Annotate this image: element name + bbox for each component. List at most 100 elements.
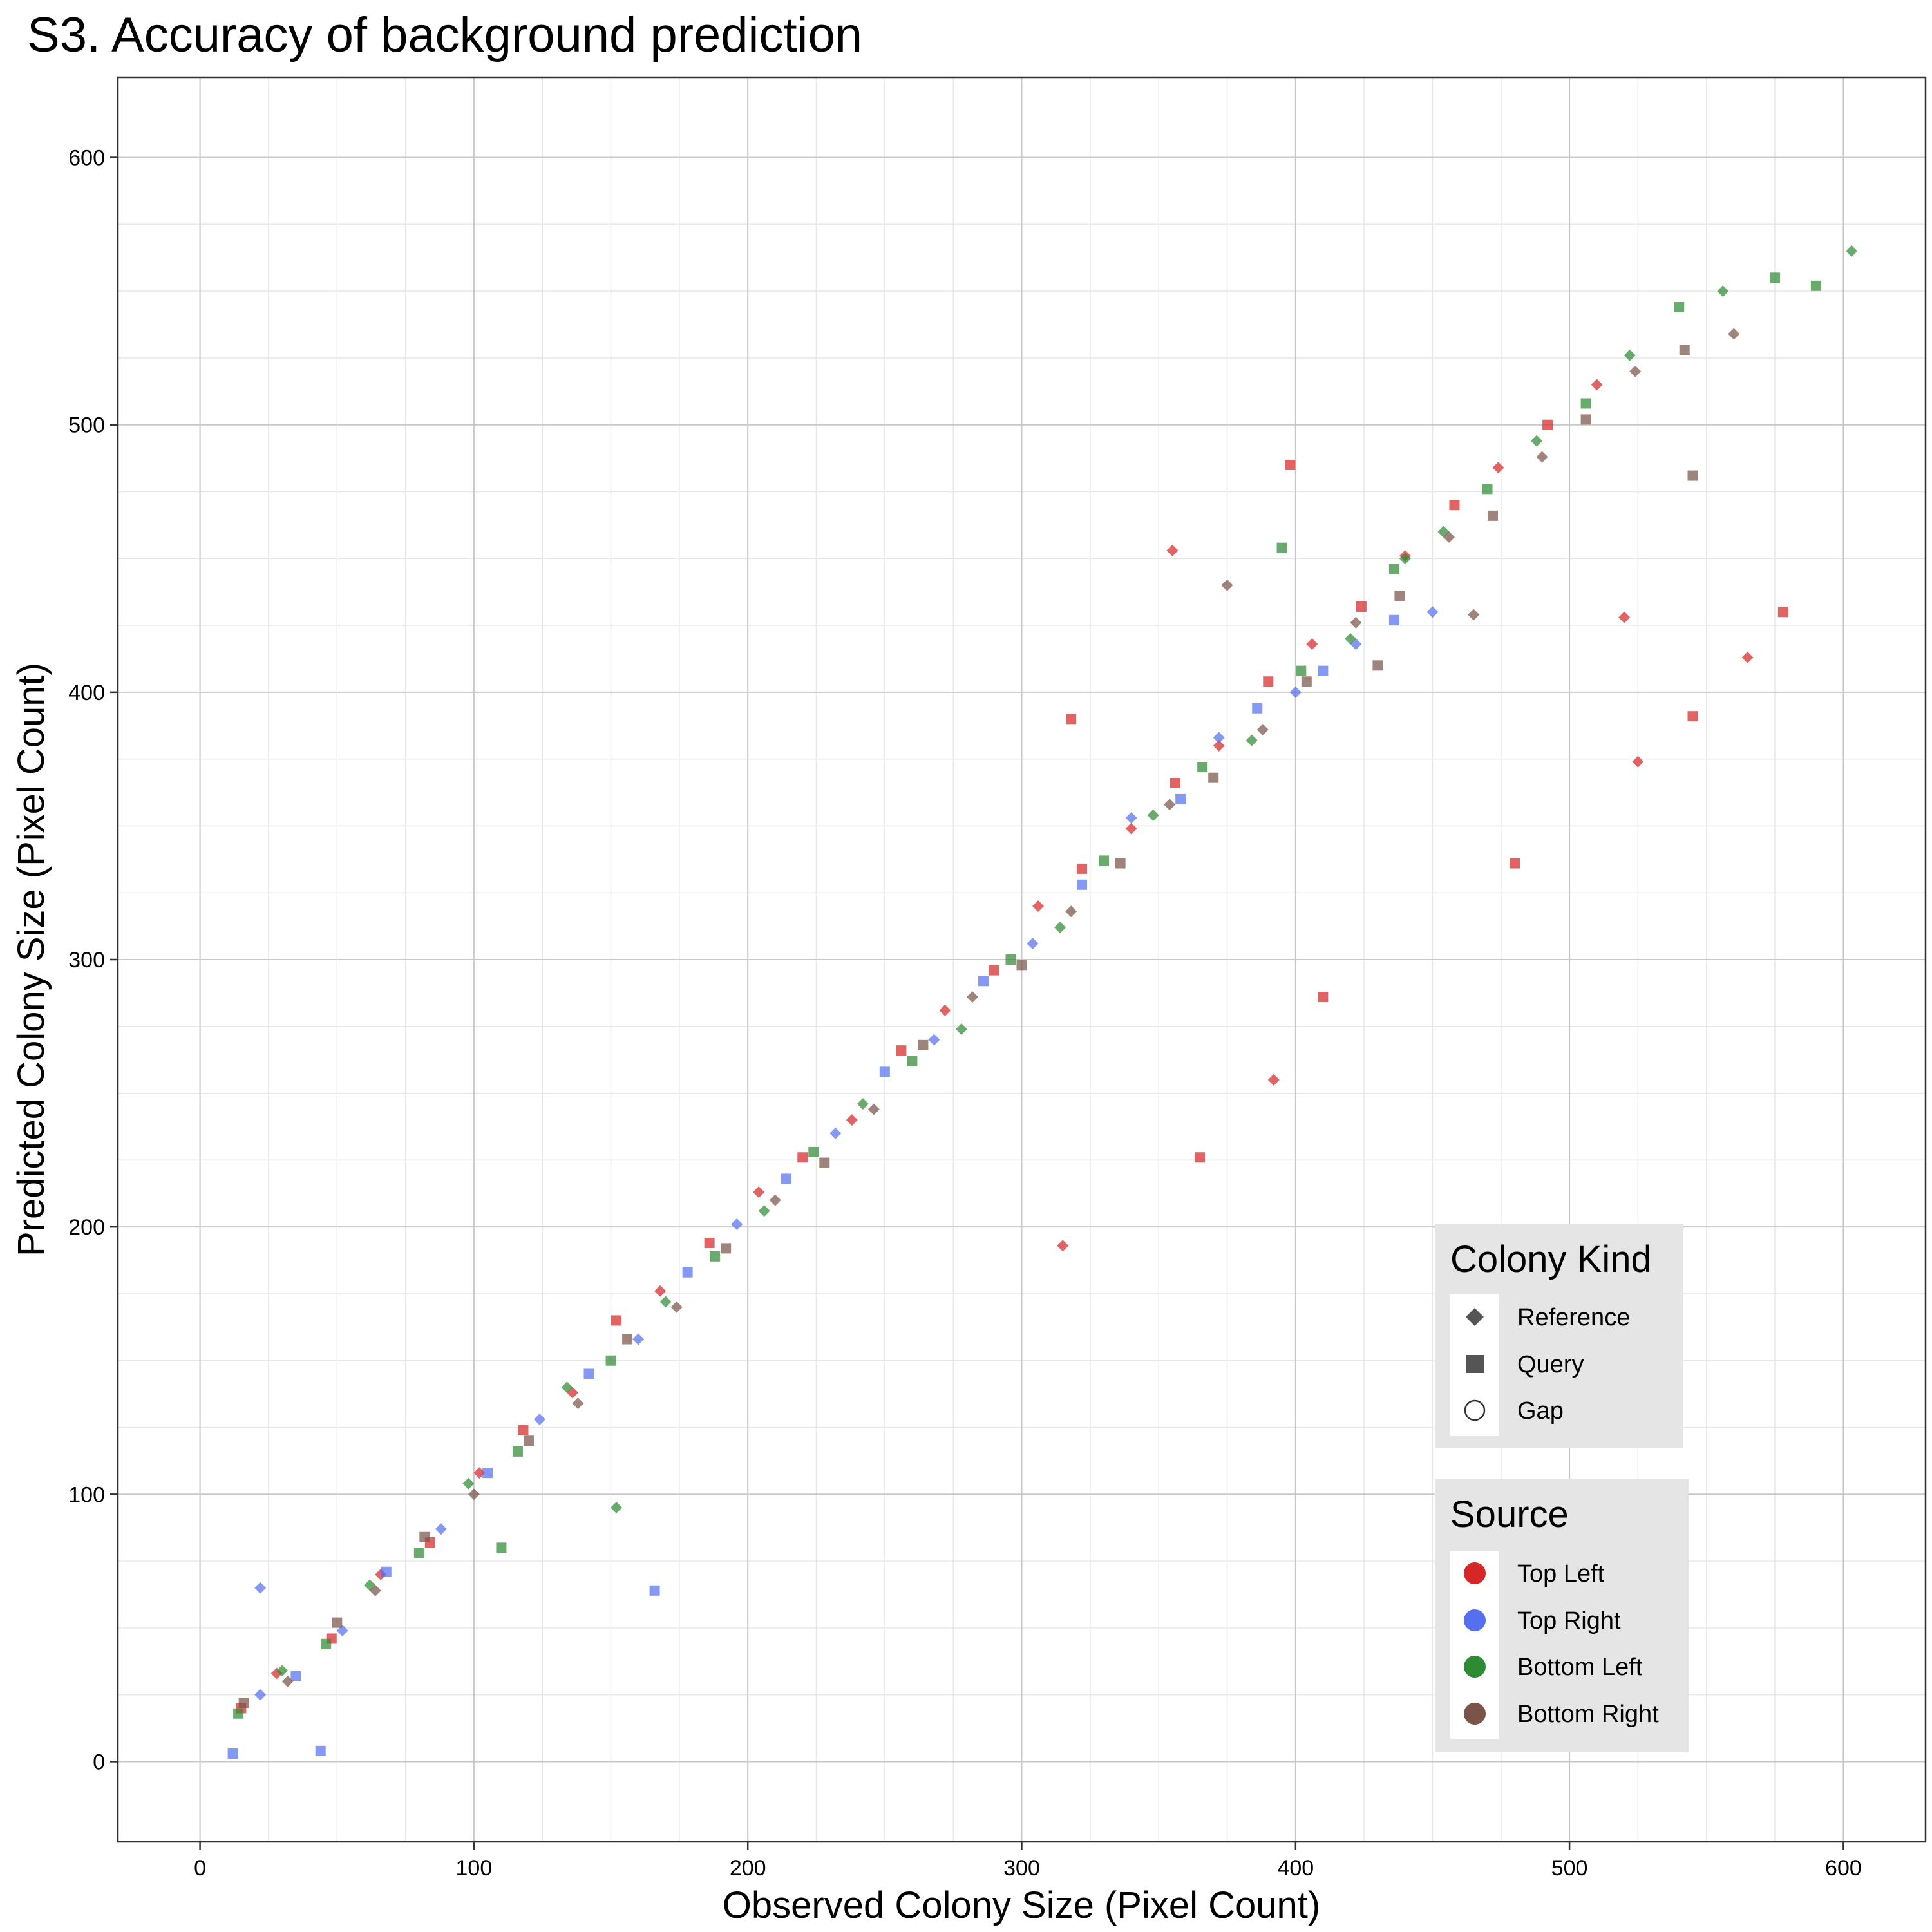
point-query-top-right [1388, 614, 1399, 625]
point-reference-bottom-right [1728, 328, 1740, 340]
point-query-top-right [879, 1066, 890, 1077]
x-tick-label: 600 [1825, 1856, 1862, 1880]
point-query-top-left [1170, 778, 1180, 788]
point-query-bottom-right [238, 1698, 249, 1709]
point-query-top-right [290, 1671, 301, 1681]
point-reference-bottom-left [1531, 435, 1543, 447]
legend-label-bottom-left: Bottom Left [1517, 1654, 1643, 1681]
point-reference-top-right [928, 1034, 940, 1046]
point-reference-bottom-right [1536, 451, 1548, 463]
point-query-bottom-left [496, 1542, 507, 1553]
point-reference-bottom-left [857, 1098, 869, 1110]
point-reference-top-left [1057, 1240, 1069, 1252]
legend-label-reference: Reference [1517, 1304, 1630, 1331]
point-reference-top-right [1289, 686, 1302, 698]
point-query-bottom-left [1580, 398, 1591, 409]
point-reference-top-right [1125, 811, 1137, 824]
point-reference-top-left [1125, 822, 1137, 835]
point-query-bottom-right [1488, 510, 1499, 521]
point-query-bottom-right [1301, 676, 1312, 687]
point-reference-bottom-right [572, 1397, 584, 1410]
point-reference-bottom-right [966, 991, 978, 1003]
point-query-top-right [381, 1566, 392, 1577]
point-query-top-left [611, 1315, 622, 1326]
point-query-bottom-right [1115, 858, 1126, 869]
point-reference-top-right [829, 1127, 842, 1139]
point-query-top-right [1318, 665, 1329, 676]
point-query-bottom-right [332, 1617, 343, 1628]
point-reference-top-right [254, 1582, 267, 1594]
point-query-bottom-right [523, 1435, 534, 1446]
point-reference-bottom-right [1065, 905, 1077, 918]
point-query-bottom-left [1099, 855, 1110, 866]
point-query-top-left [896, 1045, 907, 1056]
point-reference-bottom-right [1164, 799, 1176, 811]
point-query-bottom-left [710, 1251, 721, 1262]
point-query-bottom-left [233, 1708, 244, 1719]
point-query-bottom-right [1394, 591, 1405, 601]
point-query-top-left [1356, 601, 1367, 612]
point-query-top-left [989, 965, 999, 976]
point-query-bottom-right [819, 1157, 830, 1168]
point-reference-bottom-left [1624, 349, 1636, 361]
x-tick-label: 300 [1003, 1856, 1040, 1880]
point-query-top-left [1687, 711, 1698, 722]
point-reference-bottom-left [1344, 632, 1356, 645]
point-query-bottom-right [1208, 772, 1219, 783]
square-icon [1466, 1355, 1484, 1373]
point-reference-bottom-left [462, 1477, 475, 1490]
point-query-top-left [1777, 607, 1788, 618]
x-tick-label: 400 [1277, 1856, 1314, 1880]
point-query-bottom-left [1197, 762, 1208, 773]
point-query-top-left [1194, 1152, 1205, 1163]
legend-swatch-bottom-left [1464, 1656, 1486, 1678]
point-query-top-right [978, 976, 989, 987]
y-tick-label: 0 [93, 1750, 105, 1774]
point-query-top-right [1252, 703, 1263, 714]
point-query-bottom-left [1005, 954, 1016, 965]
point-reference-bottom-right [769, 1194, 781, 1206]
point-query-bottom-left [808, 1146, 819, 1157]
point-query-bottom-left [1770, 272, 1781, 283]
point-query-top-right [1175, 793, 1186, 804]
x-tick-label: 100 [456, 1856, 493, 1880]
point-query-bottom-right [419, 1531, 430, 1542]
point-reference-bottom-right [1468, 609, 1480, 621]
point-query-bottom-left [1296, 665, 1307, 676]
legend-label-bottom-right: Bottom Right [1517, 1701, 1659, 1728]
point-query-bottom-left [1482, 484, 1493, 495]
point-query-top-right [583, 1368, 594, 1379]
point-reference-top-left [1213, 739, 1225, 752]
diamond-icon [1466, 1308, 1484, 1326]
chart-title: S3. Accuracy of background prediction [27, 8, 862, 62]
legend-colony-kind: Colony Kind Reference Query Gap [1435, 1224, 1683, 1448]
point-query-bottom-left [907, 1056, 918, 1066]
point-reference-bottom-left [1147, 809, 1159, 821]
x-axis-ticks: 0 100 200 300 400 500 600 [194, 1842, 1862, 1880]
point-query-top-left [797, 1152, 808, 1163]
point-reference-bottom-right [1443, 531, 1455, 544]
point-reference-bottom-right [670, 1301, 683, 1313]
point-reference-bottom-right [468, 1488, 480, 1501]
point-reference-bottom-left [1846, 245, 1858, 257]
circle-open-icon [1464, 1399, 1486, 1421]
point-reference-top-left [1166, 544, 1179, 556]
point-query-top-right [649, 1585, 660, 1596]
y-axis-title: Predicted Colony Size (Pixel Count) [10, 663, 52, 1256]
point-reference-top-right [533, 1414, 545, 1426]
point-reference-top-right [1213, 732, 1225, 744]
legend-label-query: Query [1517, 1351, 1584, 1378]
point-query-bottom-left [605, 1355, 616, 1366]
point-query-top-left [1285, 459, 1296, 470]
point-reference-bottom-right [867, 1103, 880, 1115]
point-query-bottom-right [721, 1243, 732, 1254]
point-reference-top-right [1426, 606, 1439, 618]
point-reference-top-right [435, 1523, 447, 1535]
point-query-top-left [518, 1425, 529, 1435]
y-tick-label: 500 [68, 413, 105, 438]
point-query-top-left [1542, 419, 1553, 430]
point-reference-bottom-left [1245, 734, 1258, 746]
point-reference-bottom-left [758, 1205, 770, 1217]
point-query-top-right [1077, 879, 1088, 890]
